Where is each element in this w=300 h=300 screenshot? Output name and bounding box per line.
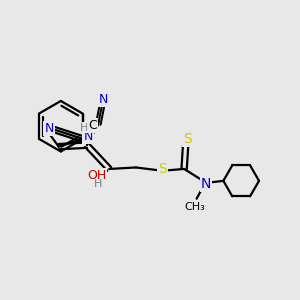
- Text: S: S: [184, 132, 192, 146]
- Text: N: N: [44, 122, 54, 135]
- Text: H: H: [94, 179, 102, 189]
- Text: H: H: [80, 123, 88, 133]
- Text: S: S: [158, 162, 167, 176]
- Text: N: N: [99, 94, 108, 106]
- Text: N: N: [83, 130, 93, 143]
- Text: OH: OH: [87, 169, 106, 182]
- Text: N: N: [201, 177, 211, 191]
- Text: C: C: [88, 119, 97, 132]
- Text: CH₃: CH₃: [185, 202, 206, 212]
